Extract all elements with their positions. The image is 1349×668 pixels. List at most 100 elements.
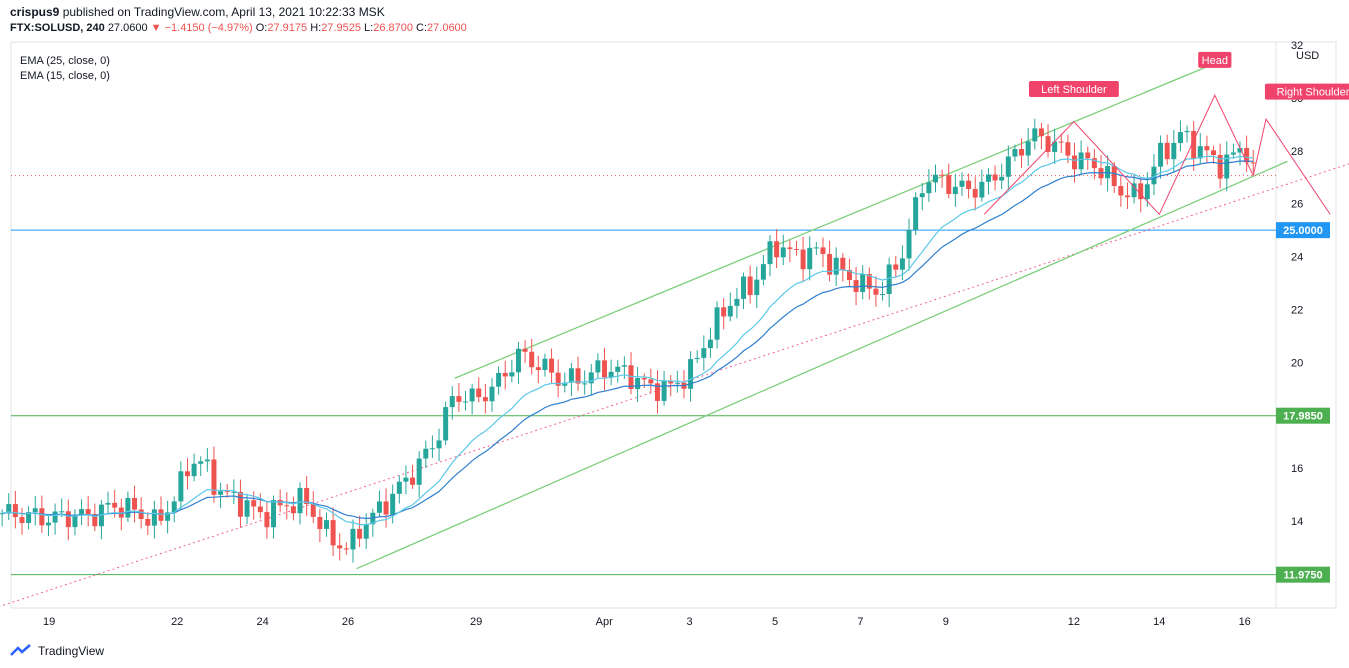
candle-body: [204, 459, 210, 462]
candle-body: [290, 506, 296, 514]
candle-body: [873, 288, 879, 295]
indicator-legend: EMA (25, close, 0) EMA (15, close, 0): [20, 54, 110, 84]
candle-body: [615, 366, 621, 372]
candle-body: [191, 463, 197, 477]
candle-body: [343, 548, 349, 550]
x-tick-label: 16: [1239, 616, 1251, 628]
candle-body: [714, 307, 720, 340]
candle-body: [588, 372, 594, 384]
candle-body: [787, 247, 793, 249]
candle-body: [734, 298, 740, 306]
x-tick-label: 7: [857, 616, 863, 628]
candle-body: [966, 180, 972, 189]
chart-header: crispus9 published on TradingView.com, A…: [10, 4, 467, 36]
candle-body: [575, 368, 581, 384]
x-tick-label: 3: [687, 616, 693, 628]
candle-body: [65, 511, 71, 528]
candle-body: [641, 377, 647, 380]
candle-body: [337, 545, 343, 549]
ema15-legend[interactable]: EMA (15, close, 0): [20, 70, 110, 82]
brand-name: TradingView: [38, 644, 105, 658]
candle-body: [985, 174, 991, 182]
low-value: 26.8700: [373, 22, 413, 34]
candle-body: [350, 528, 356, 550]
x-tick-label: 26: [342, 616, 354, 628]
candle-body: [1032, 128, 1038, 142]
candle-body: [1065, 142, 1071, 156]
candle-body: [184, 471, 190, 477]
candle-body: [853, 280, 859, 292]
candle-body: [568, 368, 574, 383]
candle-body: [1012, 149, 1018, 157]
candle-body: [694, 357, 700, 360]
candle-body: [151, 509, 157, 526]
candle-body: [456, 396, 462, 402]
candle-body: [6, 504, 12, 514]
candle-body: [549, 358, 555, 373]
candle-body: [1138, 183, 1144, 200]
candle-body: [886, 264, 892, 295]
candle-body: [562, 382, 568, 386]
pattern-label-bg: [1028, 80, 1119, 97]
candle-body: [323, 520, 329, 529]
price-change: −1.4150 (−4.97%): [164, 22, 253, 34]
candle-body: [899, 258, 905, 270]
candle-body: [436, 440, 442, 449]
candle-body: [1211, 150, 1217, 155]
close-value: 27.0600: [427, 22, 467, 34]
candle-body: [1058, 141, 1064, 143]
candle-body: [1164, 142, 1170, 160]
candle-body: [496, 372, 502, 387]
candle-body: [846, 270, 852, 281]
candle-body: [860, 273, 866, 292]
candle-body: [72, 514, 78, 528]
publish-info: crispus9 published on TradingView.com, A…: [10, 4, 467, 20]
pattern-label: Right Shoulder: [1277, 87, 1349, 99]
candle-body: [158, 509, 164, 521]
ema25-legend[interactable]: EMA (25, close, 0): [20, 55, 110, 67]
y-tick-label: 26: [1291, 199, 1303, 211]
candle-body: [555, 372, 561, 386]
candle-body: [747, 276, 753, 296]
candle-body: [813, 247, 819, 249]
candle-body: [1204, 146, 1210, 151]
candle-body: [754, 279, 760, 296]
candle-body: [1052, 141, 1058, 152]
candle-body: [1217, 154, 1223, 179]
pattern-label-bg: [1198, 51, 1232, 68]
candle-body: [118, 507, 124, 518]
candle-body: [132, 497, 138, 510]
candle-body: [178, 471, 184, 502]
candle-body: [489, 386, 495, 402]
candle-body: [635, 377, 641, 390]
candle-body: [264, 512, 270, 528]
candle-body: [913, 197, 919, 230]
author-name[interactable]: crispus9: [10, 5, 60, 19]
candle-body: [482, 397, 488, 402]
candle-body: [39, 508, 45, 526]
candle-body: [707, 339, 713, 349]
ema15-line: [1, 155, 1254, 526]
candle-body: [1171, 142, 1177, 160]
candle-body: [1237, 148, 1243, 153]
candle-body: [52, 511, 58, 523]
candle-body: [661, 380, 667, 401]
candle-body: [820, 247, 826, 254]
candle-body: [112, 502, 118, 508]
candle-body: [1025, 141, 1031, 156]
candle-body: [1078, 152, 1084, 170]
candle-body: [257, 506, 263, 513]
candle-body: [1250, 162, 1256, 164]
pattern-label-bg: [1264, 83, 1349, 100]
candle-body: [271, 500, 277, 528]
pattern-label: Left Shoulder: [1041, 84, 1107, 96]
candle-body: [807, 247, 813, 270]
candle-body: [85, 509, 91, 515]
candle-body: [979, 181, 985, 198]
candle-body: [701, 348, 707, 358]
candle-body: [363, 524, 369, 539]
candle-body: [410, 477, 416, 485]
candle-body: [1151, 166, 1157, 185]
level-badge: [1276, 222, 1330, 239]
